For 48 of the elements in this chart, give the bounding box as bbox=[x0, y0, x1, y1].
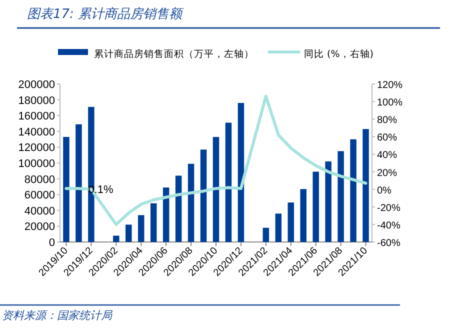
bar bbox=[300, 189, 306, 242]
bar bbox=[63, 136, 70, 242]
y2-tick-label: 80% bbox=[377, 115, 398, 126]
y2-tick-label: 60% bbox=[377, 132, 398, 144]
bar bbox=[150, 203, 157, 242]
y-tick-label: 160000 bbox=[18, 110, 55, 123]
y2-tick-label: -60% bbox=[377, 238, 400, 249]
y2-tick-label: 20% bbox=[377, 168, 398, 179]
bar bbox=[350, 139, 356, 242]
bar bbox=[312, 172, 319, 242]
bar bbox=[200, 150, 207, 242]
bar bbox=[138, 215, 144, 242]
y2-tick-label: 0% bbox=[377, 185, 392, 196]
bar bbox=[325, 161, 332, 242]
bar bbox=[225, 122, 232, 242]
y-tick-label: 140000 bbox=[18, 126, 55, 138]
line-series bbox=[64, 94, 368, 226]
bar bbox=[212, 136, 220, 242]
bar bbox=[113, 236, 120, 242]
y2-tick-label: -20% bbox=[377, 202, 400, 214]
bar bbox=[238, 102, 244, 242]
legend-label: 同比 (%，右轴) bbox=[304, 48, 374, 60]
bar bbox=[362, 129, 369, 242]
y2-tick-label: 100% bbox=[377, 98, 403, 109]
y2-tick-label: -40% bbox=[377, 220, 400, 232]
bar bbox=[288, 202, 294, 242]
bar bbox=[262, 228, 270, 242]
y-tick-label: 40000 bbox=[24, 205, 55, 218]
bar bbox=[76, 124, 82, 242]
bar bbox=[275, 214, 282, 242]
y-tick-label: 120000 bbox=[18, 142, 55, 154]
y-tick-label: 20000 bbox=[24, 221, 55, 234]
bar bbox=[162, 187, 170, 242]
y-tick-label: 80000 bbox=[24, 174, 55, 186]
y-tick-label: 180000 bbox=[18, 94, 55, 107]
y-tick-label: 0 bbox=[48, 237, 55, 249]
bar bbox=[188, 164, 194, 242]
text: 资料来源：国家统计局 bbox=[2, 309, 113, 322]
chart-title: 图表17: 累计商品房销售额 bbox=[27, 6, 184, 22]
y-tick-label: 200000 bbox=[18, 79, 55, 91]
bar bbox=[338, 151, 344, 242]
y-tick-label: 60000 bbox=[24, 190, 55, 202]
bar bbox=[126, 224, 132, 242]
y-tick-label: 100000 bbox=[18, 158, 55, 170]
y2-tick-label: 40% bbox=[377, 150, 398, 162]
y2-tick-label: 120% bbox=[377, 80, 403, 91]
bar bbox=[175, 176, 182, 242]
legend-label: 累计商品房销售面积（万平，左轴） bbox=[94, 48, 254, 60]
